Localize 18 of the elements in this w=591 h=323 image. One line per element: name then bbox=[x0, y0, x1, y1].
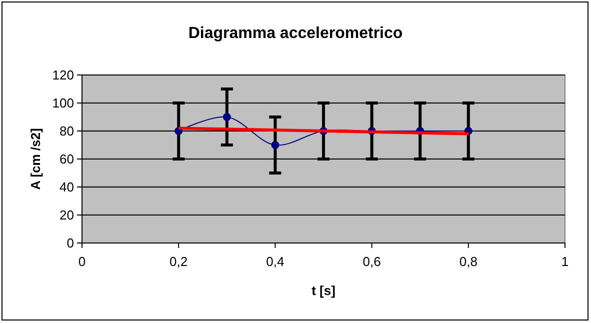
point bbox=[271, 141, 280, 149]
x-tick-label: 0,2 bbox=[170, 254, 188, 269]
y-tick-label: 120 bbox=[52, 68, 74, 83]
point bbox=[222, 113, 231, 121]
y-tick-label: 100 bbox=[52, 96, 74, 111]
y-tick-label: 80 bbox=[60, 124, 74, 139]
y-tick-label: 40 bbox=[60, 180, 74, 195]
x-tick-label: 0 bbox=[78, 254, 86, 269]
y-tick-label: 20 bbox=[60, 208, 74, 223]
x-axis-title: t [s] bbox=[312, 283, 336, 298]
y-tick-label: 60 bbox=[60, 152, 74, 167]
x-tick-label: 0,8 bbox=[459, 254, 478, 269]
chart-title: Diagramma accelerometrico bbox=[188, 25, 403, 42]
x-tick-label: 0,4 bbox=[266, 254, 284, 269]
y-axis-title: A [cm /s2] bbox=[28, 128, 43, 190]
x-tick-label: 0,6 bbox=[362, 254, 381, 269]
y-tick-label: 0 bbox=[66, 236, 74, 251]
x-tick-label: 1 bbox=[561, 254, 569, 269]
